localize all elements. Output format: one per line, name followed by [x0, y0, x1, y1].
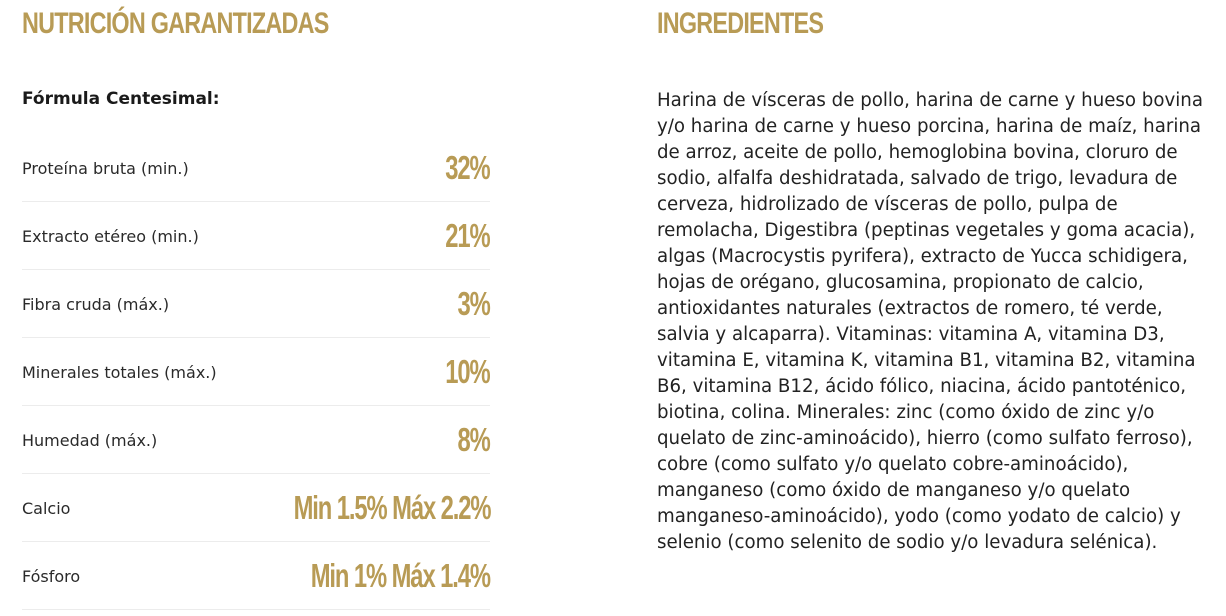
nutrient-name: Proteína bruta (min.) — [22, 159, 189, 178]
nutrient-value: 10% — [445, 352, 491, 390]
nutrition-row-calcio: Calcio Min 1.5% Máx 2.2% — [22, 474, 491, 542]
nutrition-row-minerales: Minerales totales (máx.) 10% — [22, 338, 491, 406]
nutrient-value: 8% — [457, 420, 491, 458]
nutrition-row-fosforo: Fósforo Min 1% Máx 1.4% — [22, 542, 491, 610]
nutrition-row-extracto: Extracto etéreo (min.) 21% — [22, 202, 491, 270]
formula-label: Fórmula Centesimal: — [22, 89, 220, 109]
nutrient-name: Calcio — [22, 499, 71, 518]
nutrition-heading: NUTRICIÓN GARANTIZADAS — [22, 7, 329, 40]
ingredients-text: Harina de vísceras de pollo, harina de c… — [657, 90, 1203, 553]
nutrition-row-fibra: Fibra cruda (máx.) 3% — [22, 270, 491, 338]
nutrient-name: Fósforo — [22, 567, 81, 586]
nutrition-row-humedad: Humedad (máx.) 8% — [22, 406, 491, 474]
nutrient-value: Min 1.5% Máx 2.2% — [293, 488, 491, 526]
nutrition-row-proteina: Proteína bruta (min.) 32% — [22, 134, 491, 202]
nutrient-value: 21% — [445, 216, 491, 254]
nutrient-name: Extracto etéreo (min.) — [22, 227, 199, 246]
nutrient-value: 32% — [445, 148, 491, 186]
nutrient-name: Minerales totales (máx.) — [22, 363, 217, 382]
nutrient-value: Min 1% Máx 1.4% — [310, 556, 491, 594]
ingredients-heading: INGREDIENTES — [657, 7, 824, 40]
nutrient-name: Fibra cruda (máx.) — [22, 295, 170, 314]
nutrient-value: 3% — [457, 284, 491, 322]
nutrition-table: Proteína bruta (min.) 32% Extracto etére… — [22, 134, 491, 610]
nutrient-name: Humedad (máx.) — [22, 431, 158, 450]
